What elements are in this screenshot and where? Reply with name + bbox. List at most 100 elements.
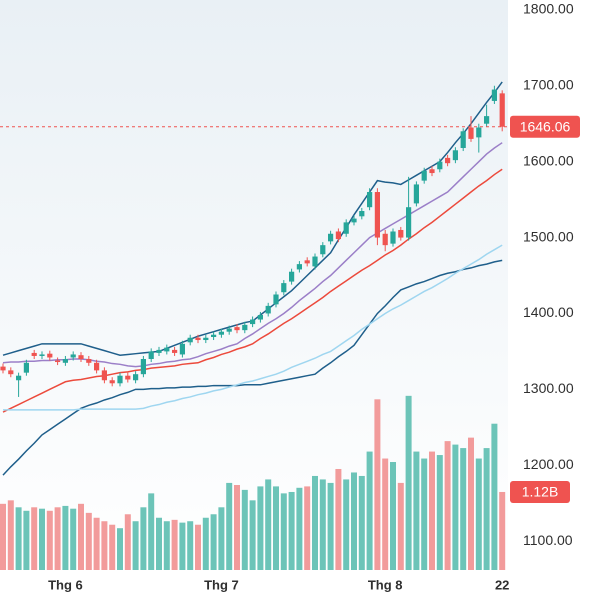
volume-bar	[257, 486, 264, 570]
volume-bar	[124, 514, 131, 570]
volume-bar	[54, 507, 61, 570]
volume-bar	[327, 482, 334, 570]
volume-bar	[46, 510, 53, 570]
x-tick-label: Thg 8	[368, 577, 403, 592]
candle-body	[164, 347, 170, 352]
volume-bar	[390, 462, 396, 570]
volume-bar	[156, 517, 162, 570]
volume-bar	[397, 482, 404, 570]
volume-bar	[78, 503, 84, 570]
last-price-box	[510, 115, 580, 138]
volume-bar	[179, 522, 186, 570]
volume-bar	[249, 500, 256, 570]
y-tick-label: 1800.00	[523, 1, 574, 17]
candle-body	[211, 334, 217, 337]
volume-bar	[452, 444, 459, 570]
volume-bar	[15, 507, 22, 570]
volume-bar	[382, 458, 389, 570]
candle-body	[476, 127, 482, 138]
volume-bar	[7, 500, 14, 570]
candle-body	[0, 366, 6, 371]
candle-body	[374, 192, 380, 238]
candle-body	[179, 343, 185, 355]
volume-bar	[195, 524, 201, 570]
candle-body	[250, 319, 256, 325]
volume-bar	[202, 517, 209, 570]
last-price-label: 1646.06	[520, 118, 571, 134]
volume-bar	[117, 528, 123, 570]
volume-bar	[210, 514, 217, 570]
indicator-line	[3, 244, 503, 411]
y-tick-label: 1500.00	[523, 228, 574, 244]
candle-body	[148, 351, 154, 360]
volume-bar	[39, 508, 45, 570]
volume-bar	[93, 517, 100, 570]
volume-bar	[475, 458, 482, 570]
volume-bar	[226, 482, 233, 570]
candle-body	[281, 283, 287, 293]
candle-body	[452, 150, 458, 161]
volume-bar	[171, 519, 178, 570]
volume-bar	[413, 451, 420, 570]
volume-bar	[148, 493, 155, 570]
candle-body	[101, 370, 107, 381]
candle-body	[312, 256, 318, 267]
candle-body	[429, 169, 435, 174]
y-tick-label: 1400.00	[523, 304, 574, 320]
y-tick-label: 1600.00	[523, 152, 574, 168]
candle-body	[109, 380, 115, 384]
candle-body	[304, 260, 310, 264]
volume-bar	[421, 458, 428, 570]
volume-bar	[483, 448, 490, 570]
candle-body	[70, 354, 76, 358]
volume-bar	[374, 399, 381, 570]
volume-bar	[296, 487, 303, 570]
candle-body	[320, 245, 326, 255]
candle-body	[172, 349, 178, 353]
candle-body	[328, 233, 334, 242]
candle-body	[421, 170, 427, 181]
candle-body	[484, 116, 490, 124]
candle-body	[125, 375, 131, 380]
x-tick-label: Thg 7	[204, 577, 239, 592]
volume-bar	[491, 423, 498, 570]
candle-body	[343, 222, 349, 234]
volume-bar	[273, 486, 279, 570]
candle-body	[398, 229, 404, 238]
volume-bar	[70, 508, 77, 570]
candle-body	[117, 375, 123, 384]
volume-bar	[31, 507, 38, 570]
indicator-line	[2, 259, 503, 476]
volume-bar	[429, 451, 435, 570]
candle-body	[273, 294, 279, 305]
candle-body	[55, 360, 61, 363]
y-tick-label: 1700.00	[523, 76, 574, 92]
candle-body	[242, 324, 248, 331]
indicator-line	[2, 168, 503, 413]
volume-bar	[499, 491, 506, 570]
volume-bar	[187, 521, 194, 570]
volume-label-box	[510, 480, 570, 503]
volume-bar	[343, 479, 350, 570]
candle-body	[218, 331, 224, 335]
candle-body	[187, 337, 193, 343]
volume-bar	[23, 510, 30, 570]
candle-body	[39, 354, 45, 356]
candle-body	[382, 233, 388, 246]
candle-body	[460, 131, 466, 149]
candle-body	[94, 362, 100, 371]
y-tick-label: 1300.00	[523, 380, 574, 396]
candle-body	[289, 271, 295, 282]
candle-body	[8, 370, 14, 375]
volume-bar	[335, 468, 342, 570]
volume-bar	[460, 448, 467, 570]
volume-bar	[62, 505, 69, 570]
x-tick-label: 22	[495, 577, 509, 592]
volume-bar	[304, 486, 311, 570]
y-tick-label: 1100.00	[523, 532, 573, 548]
volume-bar	[0, 503, 6, 570]
candle-body	[468, 127, 474, 139]
candle-body	[491, 89, 497, 101]
candle-body	[133, 374, 139, 381]
